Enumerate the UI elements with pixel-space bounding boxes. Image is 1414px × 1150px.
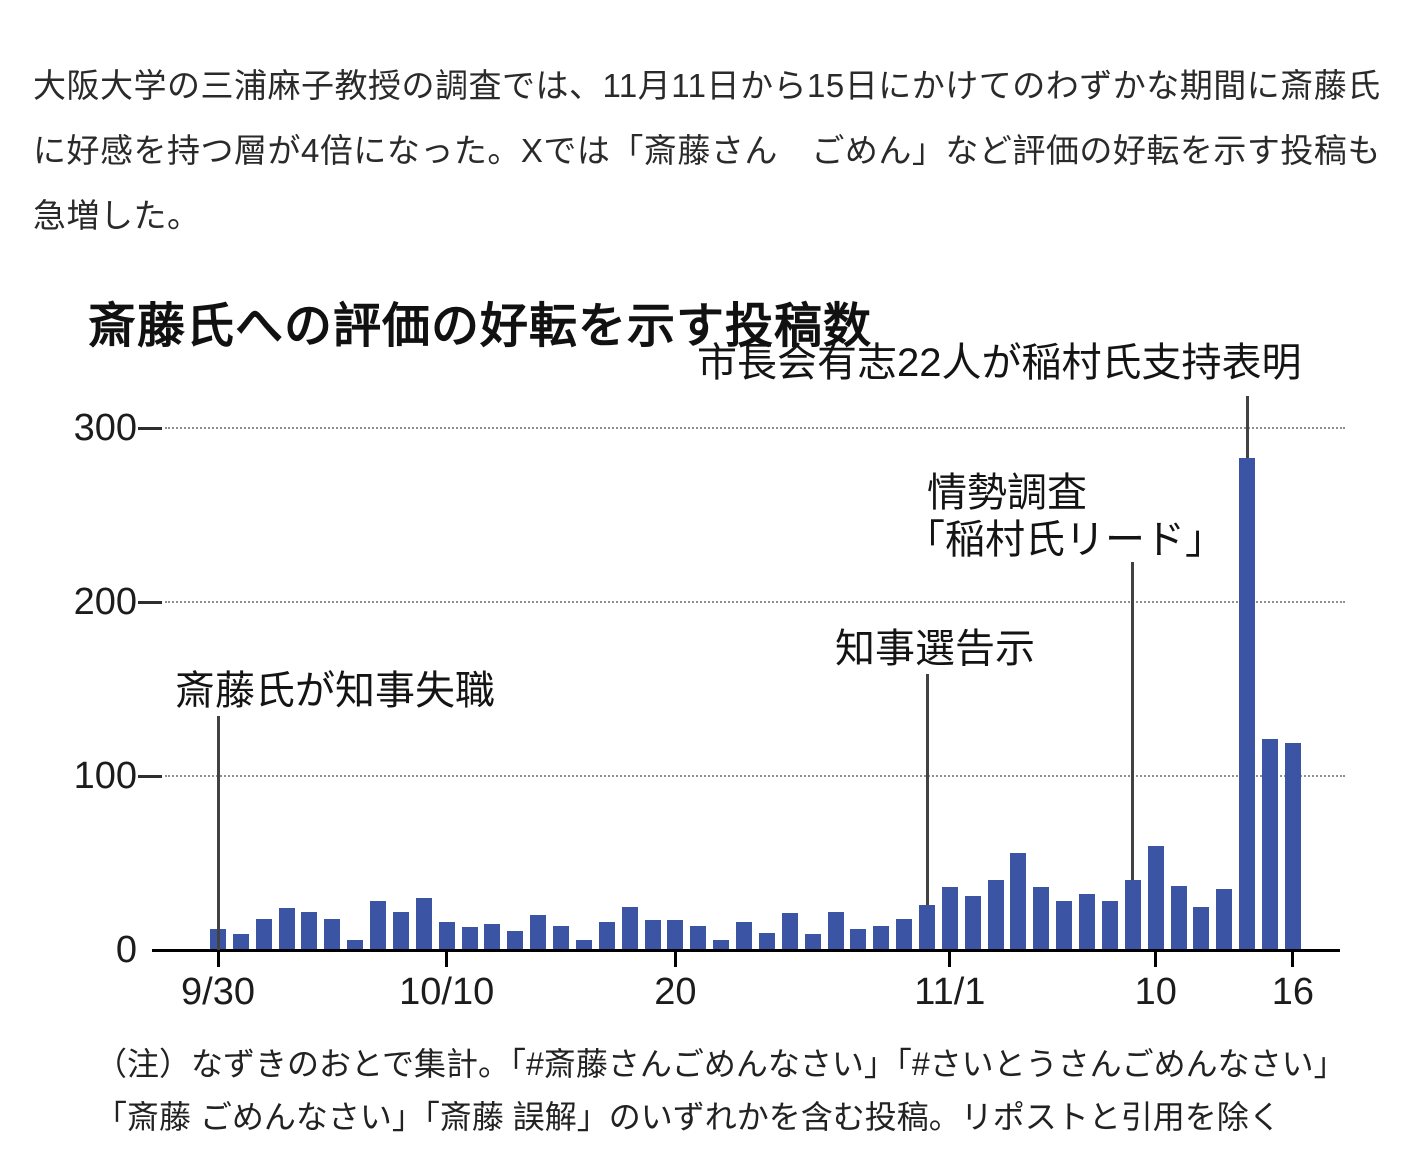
bar-11/15 [1262, 739, 1279, 950]
bar-10/1 [232, 934, 249, 950]
bar-11/16 [1284, 742, 1301, 950]
x-axis-label-11/10: 10 [1134, 971, 1177, 1013]
bar-10/25 [781, 913, 798, 950]
bar-11/3 [987, 880, 1004, 950]
bar-10/23 [736, 922, 753, 950]
y-axis-label-0: 0 [115, 929, 137, 971]
annotation-election-announcement-label: 知事選告示 [835, 627, 1035, 671]
x-axis-label-11/1: 11/1 [914, 971, 986, 1013]
footnote-line-1: （注）なずきのおとで集計。「#斎藤さんごめんなさい」「#さいとうさんごめんなさい… [95, 1046, 1346, 1082]
bar-10/29 [873, 925, 890, 950]
bar-10/3 [278, 908, 295, 950]
bar-10/7 [370, 901, 387, 950]
y-gridline-300 [165, 427, 1345, 429]
bar-10/9 [415, 897, 432, 950]
bar-11/11 [1170, 885, 1187, 950]
bar-11/10 [1147, 845, 1164, 950]
bar-10/13 [507, 930, 524, 950]
bar-11/2 [964, 896, 981, 950]
x-axis-label-10/10: 10/10 [399, 971, 495, 1013]
x-axis-tick-10/10 [445, 951, 449, 967]
annotation-election-announcement-line [925, 674, 929, 905]
chart-footnote: （注）なずきのおとで集計。「#斎藤さんごめんなさい」「#さいとうさんごめんなさい… [95, 1038, 1395, 1144]
bar-10/24 [758, 932, 775, 950]
bar-10/26 [804, 934, 821, 950]
bar-11/9 [1124, 880, 1141, 950]
bar-11/1 [941, 887, 958, 950]
bar-10/27 [827, 911, 844, 950]
bar-10/12 [484, 923, 501, 950]
chart-title: 斎藤氏への評価の好転を示す投稿数 [88, 300, 873, 354]
x-axis-label-10/20: 20 [654, 971, 697, 1013]
x-axis-line [152, 949, 1340, 952]
annotation-saito-loses-governorship-line [216, 716, 220, 950]
intro-paragraph: 大阪大学の三浦麻子教授の調査では、11月11日から15日にかけてのわずかな期間に… [33, 67, 1381, 234]
x-axis-tick-9/30 [216, 951, 220, 967]
bar-10/4 [301, 911, 318, 950]
bar-10/2 [255, 918, 272, 950]
x-axis-label-11/16: 16 [1271, 971, 1315, 1013]
bar-10/30 [896, 918, 913, 950]
annotation-poll-inamura-lead-line [1131, 562, 1135, 881]
bar-10/5 [324, 918, 341, 950]
bar-10/8 [392, 911, 409, 950]
y-gridline-tick-300 [138, 427, 162, 430]
annotation-poll-inamura-lead-label: 情勢調査 「稲村氏リード」 [905, 471, 1225, 562]
bar-11/13 [1216, 889, 1233, 950]
x-axis-tick-11/16 [1291, 951, 1295, 967]
annotation-mayors-support-inamura-label: 市長会有志22人が稲村氏支持表明 [697, 341, 1302, 385]
bar-10/15 [553, 925, 570, 950]
bar-11/4 [1010, 852, 1027, 950]
bar-11/8 [1101, 901, 1118, 950]
y-gridline-tick-200 [138, 601, 162, 604]
x-axis-tick-10/20 [673, 951, 677, 967]
y-gridline-tick-100 [138, 775, 162, 778]
footnote-line-2: 「斎藤 ごめんなさい」「斎藤 誤解」のいずれかを含む投稿。リポストと引用を除く [95, 1099, 1281, 1135]
x-axis-tick-11/1 [948, 951, 952, 967]
bar-11/7 [1079, 894, 1096, 950]
x-axis-tick-11/10 [1154, 951, 1158, 967]
y-axis-label-100: 100 [73, 755, 137, 797]
bar-11/12 [1193, 906, 1210, 950]
annotation-mayors-support-inamura-line [1245, 396, 1249, 458]
bar-10/14 [530, 915, 547, 950]
y-gridline-100 [165, 775, 1345, 777]
annotation-saito-loses-governorship-label: 斎藤氏が知事失職 [175, 669, 495, 713]
bar-11/14 [1239, 457, 1256, 950]
bar-10/31 [919, 904, 935, 950]
bar-10/11 [461, 927, 478, 950]
bar-11/5 [1033, 887, 1050, 950]
y-axis-label-300: 300 [73, 407, 137, 449]
bar-10/19 [644, 920, 661, 950]
bar-10/10 [438, 922, 455, 950]
bar-10/20 [667, 920, 684, 950]
bar-11/6 [1056, 901, 1073, 950]
bar-10/21 [690, 925, 707, 950]
bar-10/28 [850, 929, 867, 950]
bar-10/18 [621, 906, 638, 950]
y-gridline-200 [165, 601, 1345, 603]
bar-10/16 [575, 939, 592, 950]
bar-10/17 [598, 922, 615, 950]
y-axis-label-200: 200 [73, 581, 137, 623]
bar-10/22 [713, 939, 730, 950]
x-axis-label-9/30: 9/30 [181, 971, 255, 1013]
bar-10/6 [347, 939, 364, 950]
